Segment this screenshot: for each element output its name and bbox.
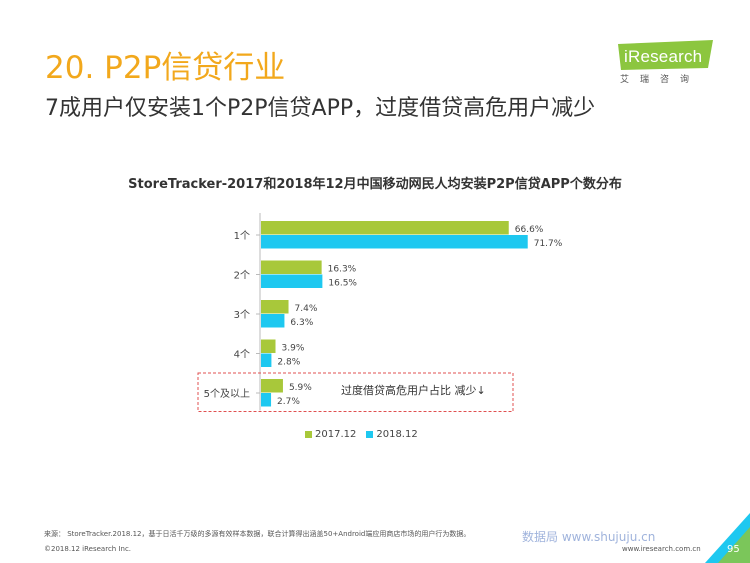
legend-item-2018: 2018.12 bbox=[366, 429, 418, 440]
logo-wordmark: iResearch bbox=[624, 47, 703, 66]
bar-2018.12 bbox=[261, 314, 285, 328]
watermark: 数据局 www.shujuju.cn bbox=[522, 530, 656, 544]
highlight-box bbox=[197, 372, 514, 412]
legend-swatch-2017 bbox=[305, 431, 312, 438]
data-label: 16.3% bbox=[328, 265, 357, 275]
bar-2018.12 bbox=[261, 393, 272, 407]
legend-label-2017: 2017.12 bbox=[315, 429, 357, 440]
page-number: 95 bbox=[727, 544, 740, 555]
source-note: 来源： StoreTracker.2018.12，基于日活千万级的多源有效样本数… bbox=[44, 530, 471, 538]
data-label: 71.7% bbox=[534, 239, 563, 249]
data-label: 66.6% bbox=[515, 225, 544, 235]
logo-badge-icon bbox=[618, 40, 713, 70]
category-label: 2个 bbox=[234, 270, 250, 282]
bar-2018.12 bbox=[261, 235, 528, 249]
bar-2018.12 bbox=[261, 274, 323, 288]
bar-2017.12 bbox=[261, 379, 283, 393]
category-label: 1个 bbox=[234, 230, 250, 242]
bar-2017.12 bbox=[261, 339, 276, 353]
chart-title: StoreTracker-2017和2018年12月中国移动网民人均安装P2P信… bbox=[128, 177, 622, 192]
data-label: 2.8% bbox=[277, 358, 300, 368]
category-label: 4个 bbox=[234, 349, 250, 361]
data-label: 5.9% bbox=[289, 383, 312, 393]
logo-chinese-name: 艾瑞咨询 bbox=[620, 75, 701, 85]
website-link[interactable]: www.iresearch.com.cn bbox=[622, 545, 701, 553]
bar-2017.12 bbox=[261, 260, 322, 274]
legend-swatch-2018 bbox=[366, 431, 374, 438]
data-label: 7.4% bbox=[295, 304, 318, 314]
iresearch-logo: iResearch 艾瑞咨询 bbox=[618, 40, 718, 88]
bar-2017.12 bbox=[261, 300, 289, 314]
copyright: ©2018.12 iResearch Inc. bbox=[44, 545, 132, 553]
bar-2018.12 bbox=[261, 353, 272, 367]
legend-label-2018: 2018.12 bbox=[376, 429, 418, 440]
category-label: 3个 bbox=[234, 309, 250, 321]
page-title: 20. P2P信贷行业 bbox=[45, 50, 286, 86]
data-label: 16.5% bbox=[328, 279, 357, 289]
data-label: 3.9% bbox=[282, 344, 305, 354]
category-label: 5个及以上 bbox=[204, 388, 250, 400]
bar-2017.12 bbox=[261, 221, 509, 235]
bar-chart: 1个 66.6% 71.7% 2个 16.3% 16.5% 3个 7.4% 6.3% 4个 3.9%… bbox=[197, 213, 563, 412]
chart-legend: 2017.12 2018.12 bbox=[305, 429, 418, 440]
annotation-text: 过度借贷高危用户占比 减少↓ bbox=[341, 383, 486, 397]
data-label: 2.7% bbox=[277, 397, 300, 407]
legend-item-2017: 2017.12 bbox=[305, 429, 356, 440]
page-subtitle: 7成用户仅安装1个P2P信贷APP，过度借贷高危用户减少 bbox=[45, 96, 596, 121]
data-label: 6.3% bbox=[290, 318, 313, 328]
